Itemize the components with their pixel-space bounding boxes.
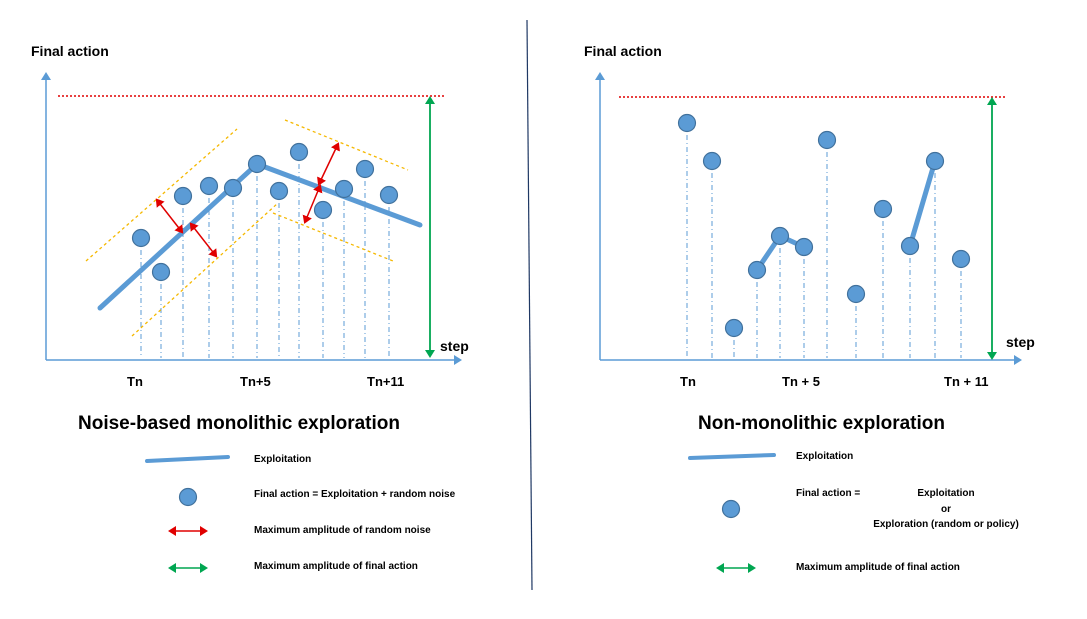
- data-point: [131, 228, 151, 248]
- left-x-axis-label: step: [440, 338, 469, 354]
- right-exploitation-segment-2: [907, 158, 938, 249]
- legend-final-amplitude-label: Maximum amplitude of final action: [254, 561, 418, 572]
- data-point: [677, 113, 697, 133]
- right-tick-tn11: Tn + 11: [944, 374, 988, 389]
- right-title: Non-monolithic exploration: [698, 413, 945, 434]
- data-point: [379, 185, 399, 205]
- data-point: [355, 159, 375, 179]
- left-tick-tn: Tn: [127, 374, 143, 389]
- legend-final-action-prefix: Final action =: [796, 488, 860, 499]
- data-point: [900, 236, 920, 256]
- panel-divider: [526, 19, 533, 591]
- data-point: [873, 199, 893, 219]
- legend-exploitation-label: Exploitation: [254, 454, 311, 465]
- legend-point-swatch: [721, 499, 741, 519]
- right-x-axis-label: step: [1006, 334, 1035, 350]
- legend-final-action-label: Final action = Exploitation + random noi…: [254, 489, 456, 500]
- data-point: [925, 151, 945, 171]
- left-tick-tn5: Tn+5: [240, 374, 271, 389]
- data-point: [334, 179, 354, 199]
- data-point: [794, 237, 814, 257]
- legend-exploitation-swatch: [145, 455, 230, 463]
- legend-final-amplitude-label: Maximum amplitude of final action: [796, 562, 960, 573]
- legend-noise-label: Maximum amplitude of random noise: [254, 525, 431, 536]
- right-points: [677, 113, 971, 338]
- data-point: [151, 262, 171, 282]
- left-y-axis-label: Final action: [31, 43, 109, 59]
- legend-exploitation-label: Exploitation: [796, 451, 853, 462]
- right-legend: Exploitation Final action = Exploitation…: [688, 451, 1019, 573]
- data-point: [951, 249, 971, 269]
- data-point: [313, 200, 333, 220]
- right-tick-tn: Tn: [680, 374, 696, 389]
- right-drop-lines: [686, 123, 962, 358]
- legend-exploitation-swatch: [688, 453, 776, 460]
- data-point: [747, 260, 767, 280]
- right-y-axis-label: Final action: [584, 43, 662, 59]
- left-legend: Exploitation Final action = Exploitation…: [145, 454, 456, 573]
- data-point: [289, 142, 309, 162]
- data-point: [846, 284, 866, 304]
- left-panel: Final action step: [31, 43, 469, 573]
- data-point: [770, 226, 790, 246]
- data-point: [269, 181, 289, 201]
- data-point: [223, 178, 243, 198]
- left-drop-lines: [140, 152, 390, 358]
- data-point: [817, 130, 837, 150]
- legend-final-action-line1: Exploitation: [917, 488, 974, 499]
- data-point: [199, 176, 219, 196]
- left-tick-tn11: Tn+11: [367, 374, 404, 389]
- data-point: [702, 151, 722, 171]
- data-point: [173, 186, 193, 206]
- legend-point-swatch: [178, 487, 198, 507]
- left-title: Noise-based monolithic exploration: [78, 413, 400, 434]
- right-panel: Final action step: [584, 43, 1035, 573]
- right-tick-tn5: Tn + 5: [782, 374, 820, 389]
- data-point: [247, 154, 267, 174]
- left-noise-arrows: [155, 142, 340, 258]
- data-point: [724, 318, 744, 338]
- legend-final-action-line2: or: [941, 504, 951, 515]
- left-points: [131, 142, 399, 282]
- legend-final-action-line3: Exploration (random or policy): [873, 519, 1019, 530]
- left-noise-band: [85, 119, 409, 337]
